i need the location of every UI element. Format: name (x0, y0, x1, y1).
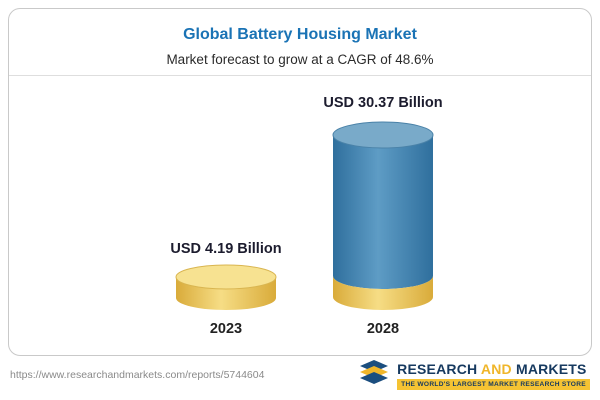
bar-2023-value-label: USD 4.19 Billion (170, 241, 282, 257)
footer-url: https://www.researchandmarkets.com/repor… (10, 369, 265, 381)
chart-card: Global Battery Housing Market Market for… (8, 8, 592, 356)
brand-text: RESEARCH AND MARKETS THE WORLD'S LARGEST… (397, 361, 590, 390)
brand-mark-icon (357, 357, 391, 394)
bar-2023-cylinder (171, 264, 281, 319)
brand-tagline: THE WORLD'S LARGEST MARKET RESEARCH STOR… (397, 379, 590, 390)
chart-title: Global Battery Housing Market (183, 26, 417, 43)
header-divider (9, 75, 591, 76)
x-label-2028: 2028 (366, 321, 400, 337)
x-label-2023: 2023 (209, 321, 243, 337)
brand-name: RESEARCH AND MARKETS (397, 361, 587, 377)
bar-2028-value-label: USD 30.37 Billion (323, 95, 443, 111)
chart-subtitle: Market forecast to grow at a CAGR of 48.… (166, 52, 434, 67)
bar-2028-cylinder (323, 121, 443, 318)
brand-logo: RESEARCH AND MARKETS THE WORLD'S LARGEST… (357, 357, 590, 394)
